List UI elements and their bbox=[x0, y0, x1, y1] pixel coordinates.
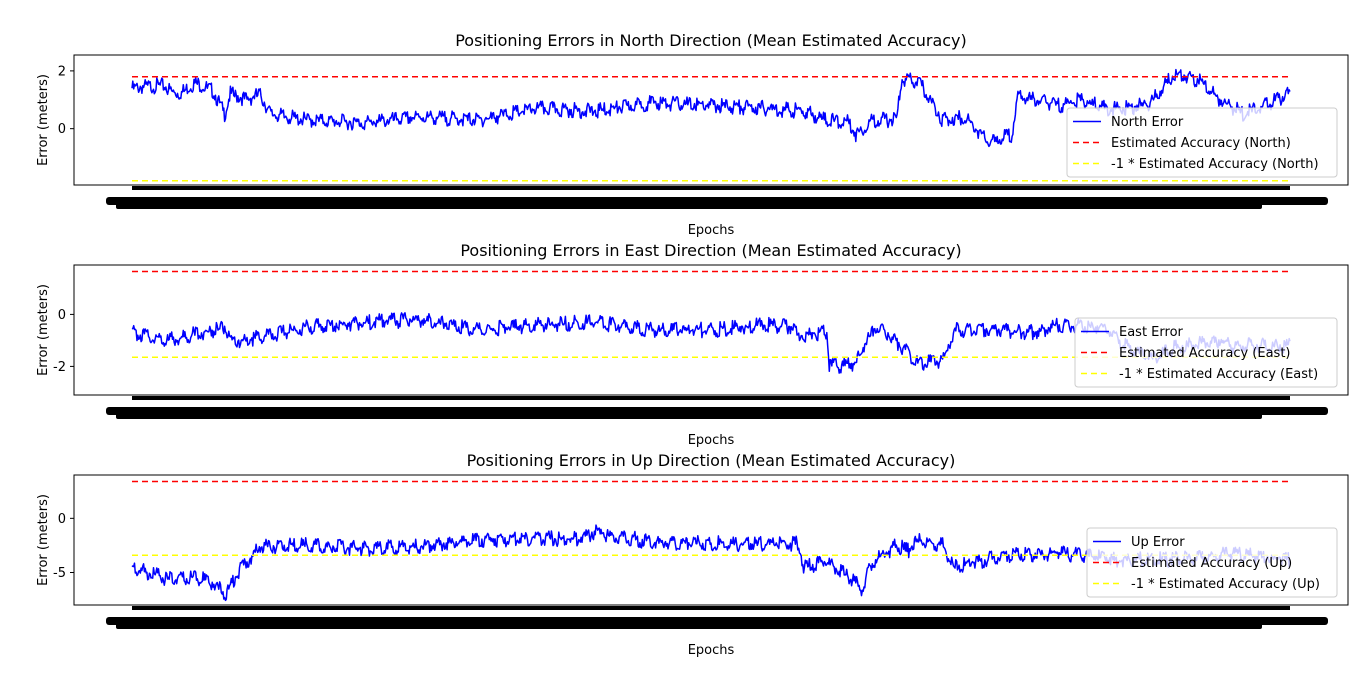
x-axis-label: Epochs bbox=[688, 643, 735, 658]
legend-label: Estimated Accuracy (North) bbox=[1111, 136, 1291, 151]
legend-label: East Error bbox=[1119, 325, 1184, 340]
x-axis-label: Epochs bbox=[688, 433, 735, 448]
y-tick-label: 2 bbox=[58, 64, 66, 79]
x-tick-marks bbox=[132, 396, 1290, 400]
legend-label: -1 * Estimated Accuracy (Up) bbox=[1131, 577, 1320, 592]
x-tick-band bbox=[106, 186, 1328, 209]
panel-0: Positioning Errors in North Direction (M… bbox=[36, 31, 1349, 238]
legend-label: -1 * Estimated Accuracy (North) bbox=[1111, 157, 1319, 172]
y-tick-label: 0 bbox=[58, 308, 66, 323]
x-tick-marks bbox=[132, 606, 1290, 610]
legend-label: Estimated Accuracy (East) bbox=[1119, 346, 1290, 361]
chart-title: Positioning Errors in East Direction (Me… bbox=[460, 241, 961, 260]
y-tick-label: -2 bbox=[53, 360, 66, 375]
legend: East Error Estimated Accuracy (East) -1 * … bbox=[1074, 317, 1338, 388]
axes-frame bbox=[73, 474, 1349, 606]
legend-label: -1 * Estimated Accuracy (East) bbox=[1119, 367, 1318, 382]
y-axis-label: Error (meters) bbox=[36, 494, 51, 586]
chart-title: Positioning Errors in Up Direction (Mean… bbox=[467, 451, 956, 470]
x-axis-label: Epochs bbox=[688, 223, 735, 238]
chart-title: Positioning Errors in North Direction (M… bbox=[455, 31, 967, 50]
legend-box bbox=[1086, 527, 1338, 598]
legend-label: Estimated Accuracy (Up) bbox=[1131, 556, 1292, 571]
legend: North Error Estimated Accuracy (North) -1 … bbox=[1066, 107, 1338, 178]
legend-box bbox=[1066, 107, 1338, 178]
y-tick-label: 0 bbox=[58, 122, 66, 137]
legend-label: North Error bbox=[1111, 115, 1184, 130]
legend-label: Up Error bbox=[1131, 535, 1185, 550]
x-tick-band bbox=[106, 396, 1328, 419]
legend: Up Error Estimated Accuracy (Up) -1 * Esti… bbox=[1086, 527, 1338, 598]
axes-frame bbox=[73, 54, 1349, 186]
panel-1: Positioning Errors in East Direction (Me… bbox=[36, 241, 1349, 448]
y-axis-label: Error (meters) bbox=[36, 74, 51, 166]
panel-2: Positioning Errors in Up Direction (Mean… bbox=[36, 451, 1349, 658]
x-tick-labels-overlap bbox=[116, 623, 1262, 629]
y-axis-label: Error (meters) bbox=[36, 284, 51, 376]
x-tick-band bbox=[106, 606, 1328, 629]
x-tick-marks bbox=[132, 186, 1290, 190]
legend-box bbox=[1074, 317, 1338, 388]
axes-frame bbox=[73, 264, 1349, 396]
x-tick-labels-overlap bbox=[116, 413, 1262, 419]
y-tick-label: 0 bbox=[58, 512, 66, 527]
y-tick-label: -5 bbox=[53, 566, 66, 581]
x-tick-labels-overlap bbox=[116, 203, 1262, 209]
